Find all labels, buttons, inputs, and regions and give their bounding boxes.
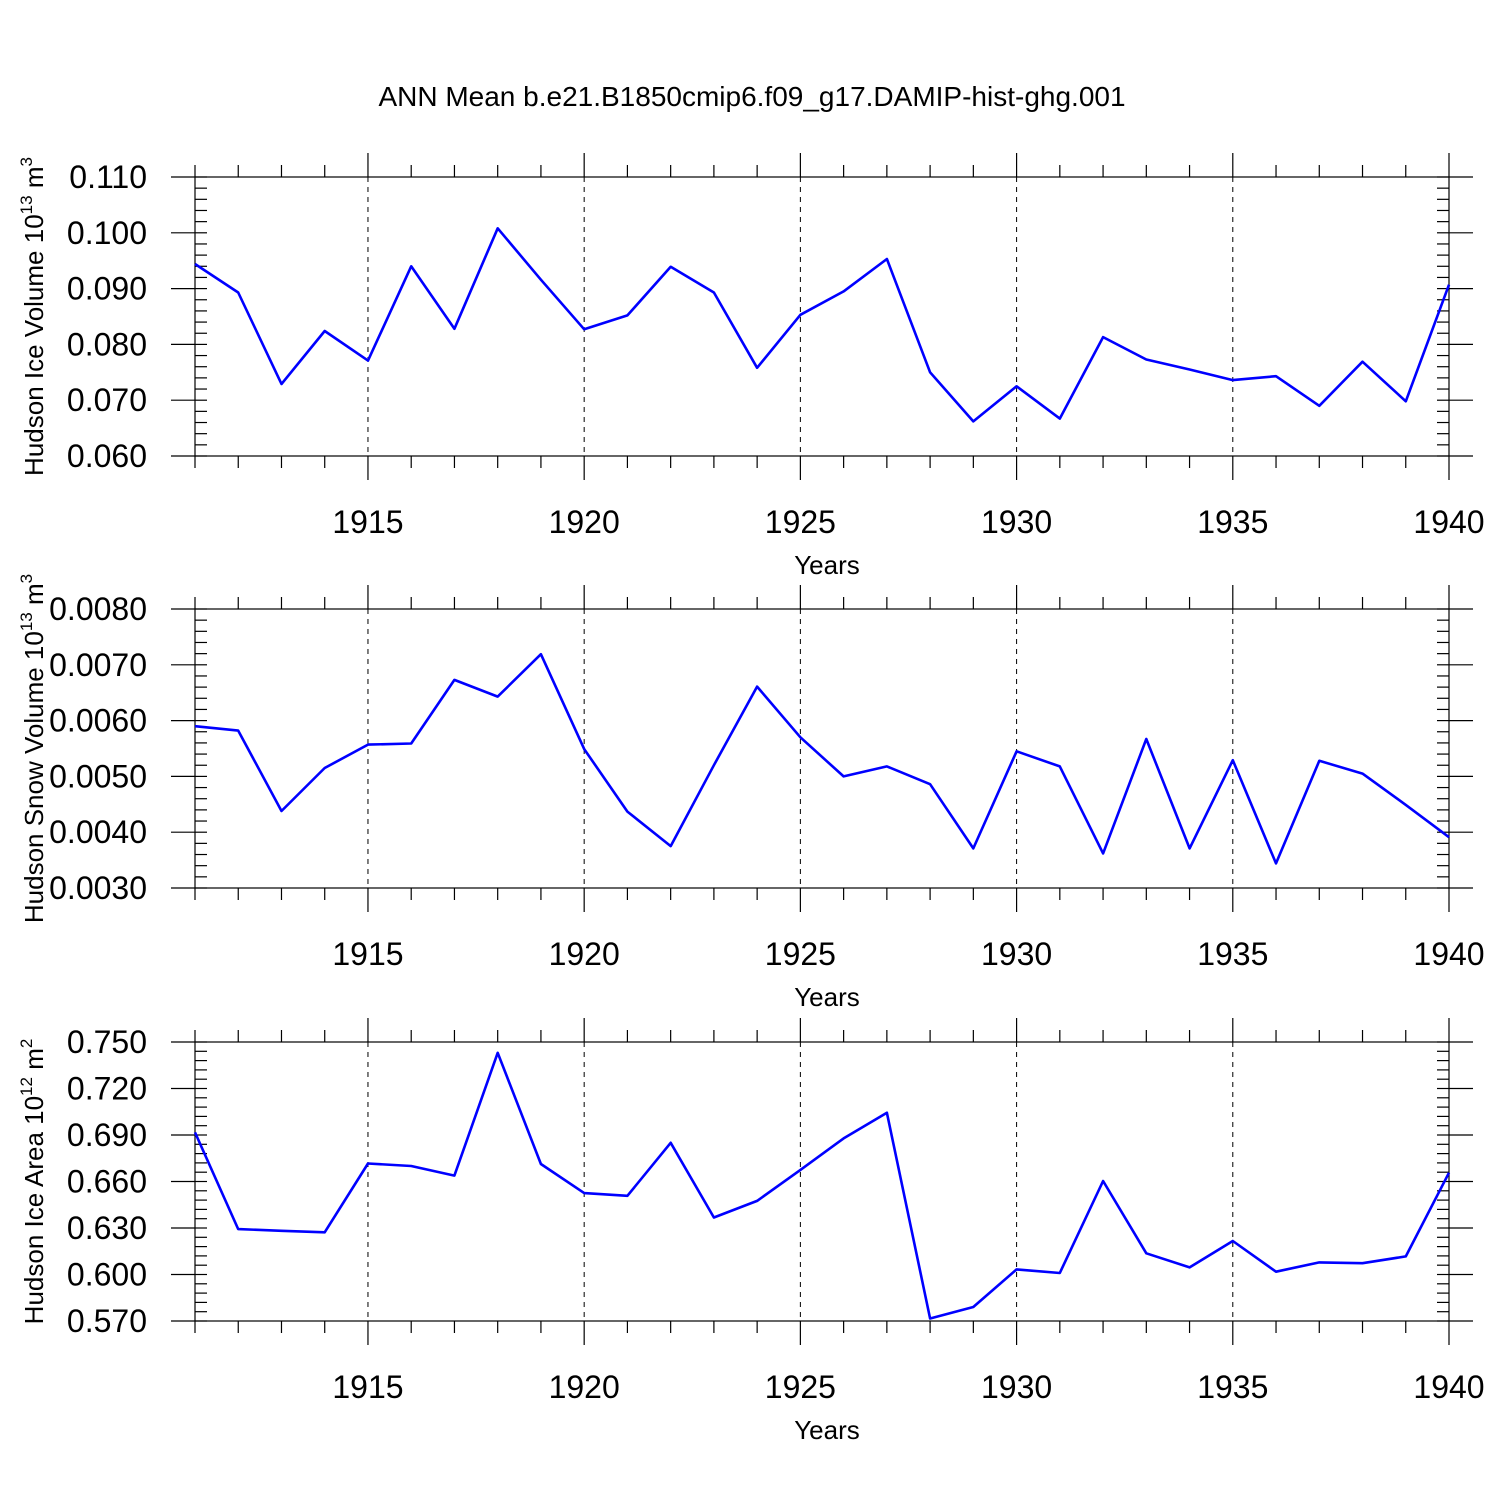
y-axis-label-exponent: 13 xyxy=(17,195,36,214)
y-tick-label: 0.100 xyxy=(67,215,147,251)
x-axis-label: Years xyxy=(794,550,860,580)
panel-2: 0.0030 0.0040 0.0050 0.0060 0.0070 0.0080 1915… xyxy=(17,574,1485,1012)
plot-frame xyxy=(194,1041,1450,1322)
x-tick-label: 1940 xyxy=(1413,504,1484,540)
x-tick-label: 1920 xyxy=(549,1369,620,1405)
x-tick-label: 1920 xyxy=(549,936,620,972)
series-line xyxy=(193,1051,1451,1320)
y-axis-label-unit-exponent: 3 xyxy=(17,157,36,166)
x-tick-label: 1930 xyxy=(981,504,1052,540)
y-tick-label: 0.0070 xyxy=(49,647,147,683)
y-axis-label-text: Hudson Ice Volume 10 xyxy=(19,214,49,476)
y-tick-label: 0.060 xyxy=(67,438,147,474)
y-axis-label: Hudson Ice Volume 1013 m3 xyxy=(17,157,49,476)
x-tick-label: 1915 xyxy=(332,936,403,972)
x-tick-label: 1925 xyxy=(765,504,836,540)
y-axis-label-unit: m xyxy=(19,167,49,196)
y-tick-label: 0.0080 xyxy=(49,591,147,627)
y-tick-label: 0.660 xyxy=(67,1164,147,1200)
y-axis-label-exponent: 13 xyxy=(17,612,36,631)
y-tick-label: 0.720 xyxy=(67,1071,147,1107)
x-tick-label: 1940 xyxy=(1413,1369,1484,1405)
chart-title: ANN Mean b.e21.B1850cmip6.f09_g17.DAMIP-… xyxy=(378,81,1125,112)
panel-3: 0.570 0.600 0.630 0.660 0.690 0.720 0.750 1915 1… xyxy=(17,1018,1485,1445)
y-tick-label: 0.090 xyxy=(67,271,147,307)
x-tick-label: 1935 xyxy=(1197,504,1268,540)
y-tick-label: 0.750 xyxy=(67,1024,147,1060)
y-tick-label: 0.0050 xyxy=(49,758,147,794)
x-axis-label: Years xyxy=(794,1415,860,1445)
y-tick-label: 0.110 xyxy=(69,159,147,195)
y-tick-label: 0.080 xyxy=(67,326,147,362)
y-axis-label: Hudson Snow Volume 1013 m3 xyxy=(17,574,49,923)
y-tick-label: 0.600 xyxy=(67,1257,147,1293)
panels: 0.060 0.070 0.080 0.090 0.100 0.110 1915 1920 19… xyxy=(17,153,1485,1445)
y-axis-label-unit: m xyxy=(19,583,49,612)
y-axis-label-text: Hudson Ice Area 10 xyxy=(19,1096,49,1324)
x-tick-label: 1925 xyxy=(765,1369,836,1405)
x-axis-label: Years xyxy=(794,982,860,1012)
y-tick-label: 0.0040 xyxy=(49,814,147,850)
plot-frame xyxy=(194,176,1450,457)
x-tick-label: 1940 xyxy=(1413,936,1484,972)
series-line xyxy=(194,652,1450,865)
y-tick-label: 0.0060 xyxy=(49,703,147,739)
y-axis-label-exponent: 12 xyxy=(17,1077,36,1096)
y-axis-label-unit-exponent: 2 xyxy=(17,1039,36,1048)
y-axis-label: Hudson Ice Area 1012 m2 xyxy=(17,1039,49,1325)
x-tick-label: 1925 xyxy=(765,936,836,972)
x-tick-label: 1935 xyxy=(1197,1369,1268,1405)
y-axis-label-unit-exponent: 3 xyxy=(17,574,36,583)
y-tick-label: 0.630 xyxy=(67,1210,147,1246)
x-tick-label: 1915 xyxy=(332,1369,403,1405)
series-line xyxy=(194,227,1451,423)
y-tick-label: 0.690 xyxy=(67,1117,147,1153)
plot-frame xyxy=(194,608,1450,889)
x-tick-label: 1930 xyxy=(981,936,1052,972)
x-tick-label: 1930 xyxy=(981,1369,1052,1405)
y-tick-label: 0.070 xyxy=(67,382,147,418)
x-tick-label: 1920 xyxy=(549,504,620,540)
panel-1: 0.060 0.070 0.080 0.090 0.100 0.110 1915 1920 19… xyxy=(17,153,1485,580)
y-tick-label: 0.0030 xyxy=(49,870,147,906)
x-tick-label: 1935 xyxy=(1197,936,1268,972)
y-axis-label-unit: m xyxy=(19,1048,49,1077)
y-axis-label-text: Hudson Snow Volume 10 xyxy=(19,631,49,923)
y-tick-label: 0.570 xyxy=(67,1303,147,1339)
x-tick-label: 1915 xyxy=(332,504,403,540)
